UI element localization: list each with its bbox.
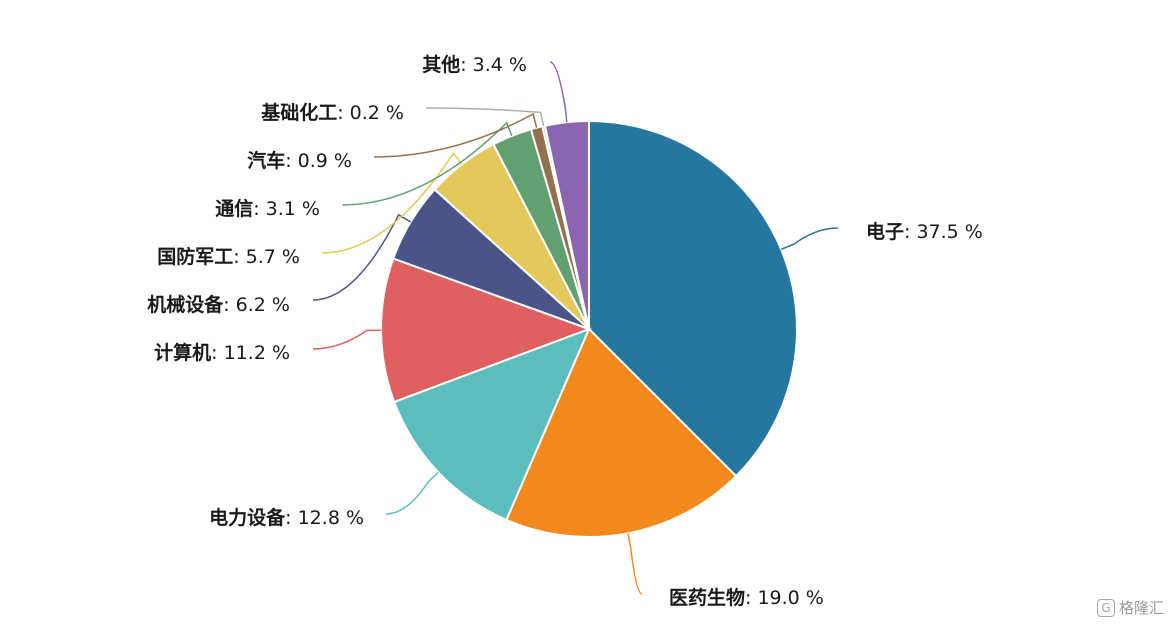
slice-label-name: 机械设备	[147, 293, 224, 316]
slice-label: 其他: 3.4 %	[422, 53, 527, 76]
leader-line	[385, 471, 439, 515]
slice-label: 机械设备: 6.2 %	[147, 293, 290, 316]
slice-label-value: : 6.2 %	[223, 294, 290, 316]
slice-label-name: 其他	[422, 53, 460, 76]
leader-lines	[312, 61, 839, 595]
slice-label: 计算机: 11.2 %	[154, 341, 290, 364]
leader-line	[373, 113, 538, 158]
slice-label: 医药生物: 19.0 %	[669, 586, 824, 609]
leader-line	[627, 533, 643, 595]
slice-label-name: 汽车	[247, 149, 285, 172]
slice-label-value: : 0.9 %	[285, 150, 352, 172]
slice-label-value: : 3.1 %	[253, 198, 320, 220]
slice-labels: 电子: 37.5 %医药生物: 19.0 %电力设备: 12.8 %计算机: 1…	[147, 53, 983, 609]
leader-line	[425, 107, 545, 127]
slice-label-name: 国防军工	[157, 245, 233, 268]
slice-label-value: : 0.2 %	[337, 102, 404, 124]
leader-line	[341, 121, 513, 206]
slice-label: 汽车: 0.9 %	[247, 149, 352, 172]
slice-label-value: : 12.8 %	[285, 507, 364, 529]
slice-label: 基础化工: 0.2 %	[260, 101, 404, 124]
slice-label-value: : 11.2 %	[211, 342, 290, 364]
pie-slice[interactable]	[588, 119, 798, 478]
slice-label-name: 计算机	[154, 341, 211, 364]
slice-label-name: 电力设备	[209, 506, 286, 529]
pie-slice[interactable]	[392, 327, 591, 522]
slice-label-value: : 5.7 %	[233, 246, 300, 268]
slice-label-value: : 19.0 %	[745, 587, 824, 609]
watermark: G 格隆汇	[1096, 597, 1164, 618]
watermark-text: 格隆汇	[1118, 599, 1164, 617]
slice-label: 国防军工: 5.7 %	[157, 245, 300, 268]
slice-label-name: 通信	[215, 197, 253, 220]
leader-line	[549, 61, 568, 123]
slice-label: 电子: 37.5 %	[866, 220, 983, 243]
slice-label-value: : 37.5 %	[904, 221, 983, 243]
slice-label: 通信: 3.1 %	[215, 197, 320, 220]
g-logo-icon: G	[1096, 598, 1115, 617]
pie-slice[interactable]	[380, 257, 592, 404]
slice-label-name: 医药生物	[669, 586, 745, 609]
slice-label-name: 基础化工	[260, 101, 337, 124]
slice-label-name: 电子	[866, 220, 904, 243]
pie-slices	[380, 119, 798, 538]
slice-label: 电力设备: 12.8 %	[209, 506, 364, 529]
leader-line	[780, 227, 839, 251]
leader-line	[321, 151, 463, 254]
pie-slice[interactable]	[505, 327, 738, 538]
leader-line	[312, 329, 382, 350]
slice-label-value: : 3.4 %	[460, 54, 527, 76]
